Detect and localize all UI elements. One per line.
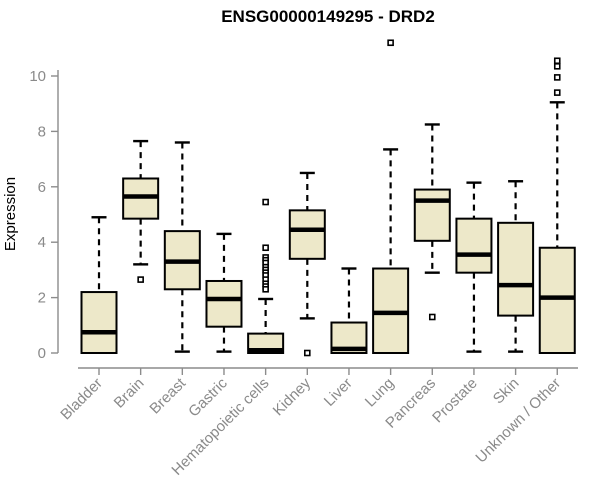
y-tick-label: 2	[38, 290, 46, 307]
x-tick-label: Liver	[321, 375, 356, 410]
outlier-point	[553, 57, 561, 65]
iqr-box	[538, 246, 576, 355]
x-tick-label: Skin	[490, 375, 523, 408]
x-tick-label: Kidney	[270, 374, 315, 419]
y-axis-label: Expression	[2, 177, 19, 251]
iqr-box	[80, 291, 118, 354]
y-tick-label: 6	[38, 179, 46, 196]
outlier-point	[553, 89, 561, 96]
outlier-point	[428, 313, 436, 321]
x-tick-label: Brain	[111, 375, 148, 412]
y-tick-label: 10	[29, 68, 46, 85]
outlier-point	[262, 198, 269, 206]
iqr-box	[288, 209, 326, 260]
iqr-box	[205, 279, 243, 328]
outlier-point	[553, 63, 561, 70]
iqr-box	[497, 221, 535, 317]
chart-title: ENSG00000149295 - DRD2	[221, 7, 435, 26]
iqr-box	[455, 217, 493, 274]
outlier-point	[387, 39, 394, 47]
y-tick-label: 4	[38, 234, 46, 251]
x-tick-label: Prostate	[429, 375, 481, 427]
x-tick-label: Bladder	[57, 375, 106, 424]
y-tick-label: 0	[38, 345, 46, 362]
outlier-point	[553, 74, 561, 81]
outlier-point	[303, 349, 311, 357]
x-tick-label: Breast	[146, 374, 189, 417]
x-tick-label: Lung	[362, 375, 398, 411]
outlier-point	[262, 244, 269, 252]
y-tick-label: 8	[38, 123, 46, 140]
outlier-point	[262, 285, 269, 293]
outlier-point	[137, 276, 144, 283]
iqr-box	[413, 188, 451, 242]
